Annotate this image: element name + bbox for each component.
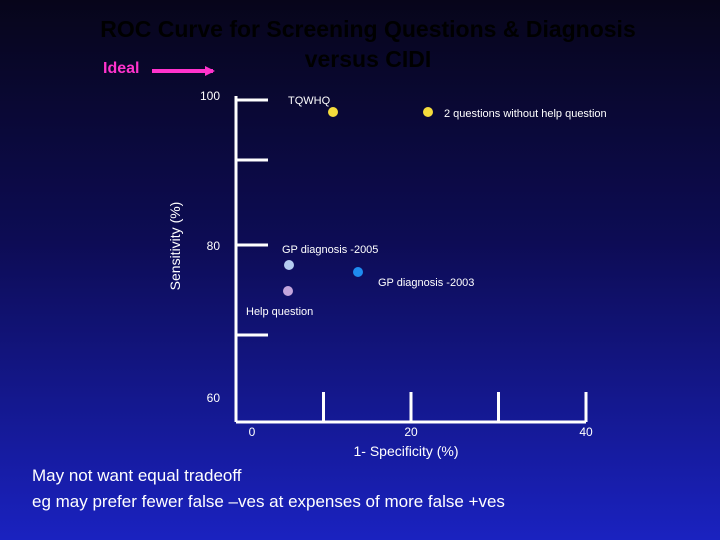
data-point-label-2: 2 questions without help question — [444, 108, 607, 120]
data-point-3 — [284, 260, 294, 270]
chart-title: ROC Curve for Screening Questions & Diag… — [0, 14, 720, 74]
y-tick-label-80: 80 — [207, 239, 221, 253]
data-point-label-5: Help question — [246, 306, 313, 318]
caption-line-2: eg may prefer fewer false –ves at expens… — [32, 492, 505, 511]
data-point-label-3: GP diagnosis -2005 — [282, 244, 378, 256]
data-point-label-1: TQWHQ — [288, 95, 331, 107]
chart-title-line-2: versus CIDI — [304, 46, 432, 72]
data-point-label-4: GP diagnosis -2003 — [378, 277, 474, 289]
caption-line-1: May not want equal tradeoff — [32, 466, 242, 485]
chart-title-line-1: ROC Curve for Screening Questions & Diag… — [100, 16, 636, 42]
x-tick-label-0: 0 — [249, 425, 256, 439]
ideal-annotation-label: Ideal — [103, 60, 140, 77]
y-tick-label-100: 100 — [200, 89, 220, 103]
x-axis-label: 1- Specificity (%) — [353, 443, 458, 459]
data-point-1 — [328, 107, 338, 117]
x-tick-label-40: 40 — [579, 425, 593, 439]
x-tick-label-20: 20 — [404, 425, 418, 439]
y-tick-label-60: 60 — [207, 391, 221, 405]
data-point-5 — [283, 286, 293, 296]
y-axis-label: Sensitivity (%) — [167, 202, 183, 291]
data-point-2 — [423, 107, 433, 117]
data-point-4 — [353, 267, 363, 277]
